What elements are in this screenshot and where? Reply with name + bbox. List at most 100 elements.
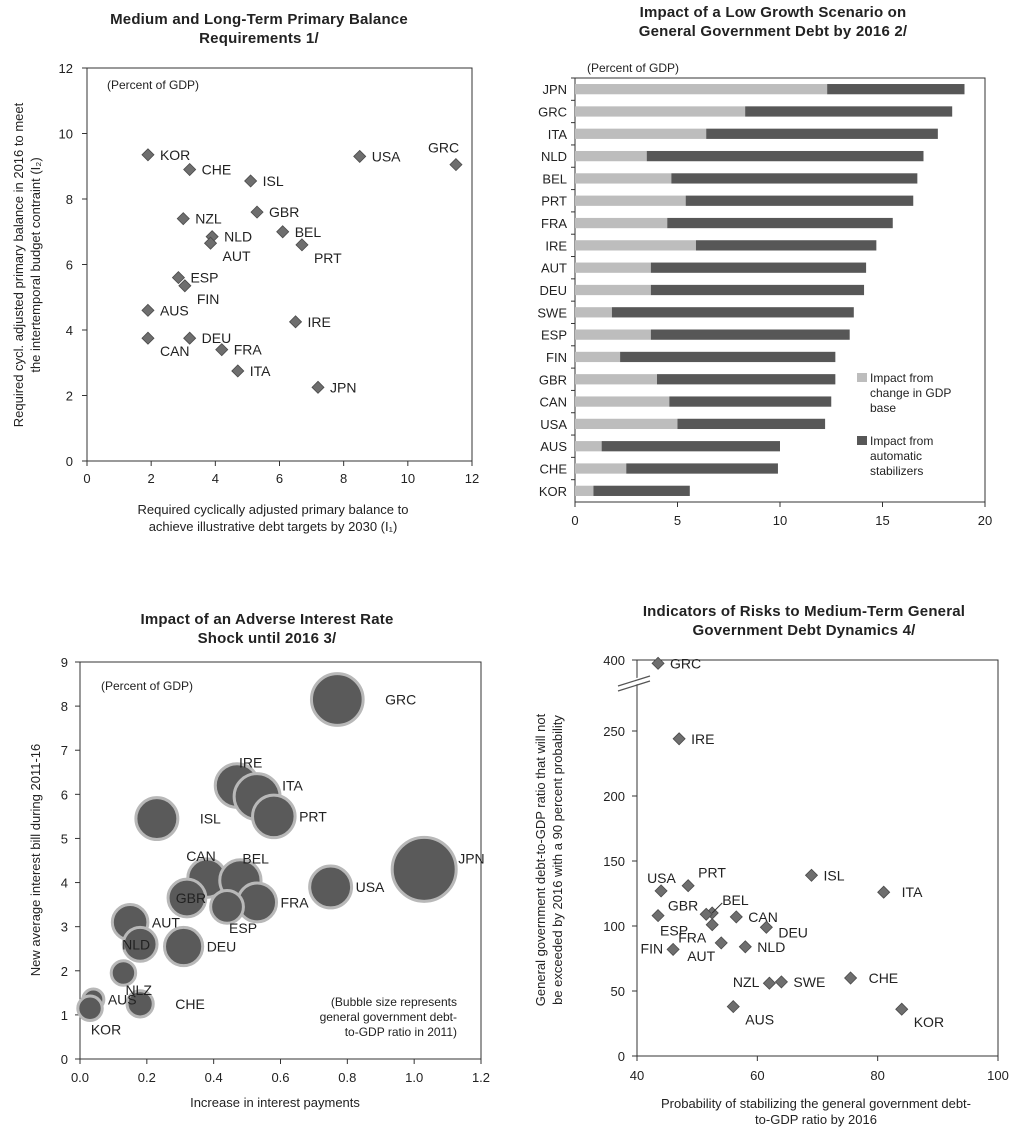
point-label-aut: AUT [223,248,251,264]
y-tick-label: 6 [66,258,73,273]
y-tick-label: 8 [66,192,73,207]
bar-stabilizers-gbr [657,374,836,385]
point-label-fra: FRA [234,342,263,358]
chart1-title-line1: Medium and Long-Term Primary Balance [110,11,408,28]
point-isl [244,174,258,188]
chart1-y-label-line1: Required cycl. adjusted primary balance … [11,102,26,427]
bubble-label-fra: FRA [281,894,310,910]
chart1-x-label-line2: achieve illustrative debt targets by 203… [149,519,398,534]
point-label-can: CAN [160,343,190,359]
chart1-plot-area [86,67,473,462]
legend-swatch-stabilizers [857,436,867,445]
point-aus [141,303,155,317]
x-tick-label: 0.2 [138,1070,156,1085]
point-label-bel: BEL [295,224,322,240]
point-label-bel: BEL [722,892,749,908]
chart3-bubble-note-line2: general government debt- [320,1010,457,1024]
x-tick-label: 10 [773,513,787,528]
bar-gdp-base-kor [575,485,594,496]
x-tick-label: 2 [148,471,155,486]
y-tick-label: 0 [618,1049,625,1064]
category-label-jpn: JPN [542,82,567,97]
point-label-kor: KOR [914,1014,944,1030]
chart1-x-axis: 0 2 4 6 8 10 12 [83,461,479,486]
category-label-kor: KOR [539,484,567,499]
bar-stabilizers-kor [593,485,690,496]
point-label-ire: IRE [308,314,331,330]
bar-stabilizers-prt [685,195,914,206]
point-nzl [176,212,190,226]
category-label-deu: DEU [540,283,567,298]
category-label-che: CHE [540,462,568,477]
point-label-grc: GRC [428,140,459,156]
y-tick-label: 5 [61,831,68,846]
point-label-fra: FRA [678,930,707,946]
y-tick-label: 9 [61,655,68,670]
bar-stabilizers-esp [650,329,850,340]
bar-gdp-base-fra [575,217,668,229]
x-tick-label: 100 [987,1068,1009,1083]
category-label-can: CAN [540,395,567,410]
point-label-deu: DEU [778,924,808,940]
bubble-label-isl: ISL [200,811,221,827]
category-label-fin: FIN [546,350,567,365]
bar-stabilizers-che [626,463,778,474]
x-tick-label: 0.8 [338,1070,356,1085]
bubble-label-nlz: NLZ [125,982,152,998]
point-label-nzl: NZL [195,211,222,227]
bubble-gbr [166,877,208,919]
category-label-swe: SWE [537,305,567,320]
point-fra [215,343,229,357]
x-tick-label: 1.0 [405,1070,423,1085]
category-label-fra: FRA [541,216,567,231]
bar-gdp-base-jpn [575,84,828,95]
chart-primary-balance: Medium and Long-Term Primary Balance Req… [11,11,479,534]
bubble-label-bel: BEL [242,851,269,867]
bar-gdp-base-usa [575,418,678,430]
chart3-bubble-note-line3: to-GDP ratio in 2011) [345,1025,457,1039]
bar-gdp-base-fin [575,351,621,363]
chart1-points: KOR CHE ISL USA GRC NZL GBR NLD AUT BEL PRT ESP FIN A… [141,140,463,395]
x-tick-label: 10 [401,471,415,486]
chart1-x-label-line1: Required cyclically adjusted primary bal… [138,502,409,517]
bar-gdp-base-che [575,463,627,474]
bar-gdp-base-ire [575,240,696,251]
y-tick-label: 0 [61,1052,68,1067]
point-isl [804,868,819,882]
chart1-note: (Percent of GDP) [107,78,199,92]
y-tick-label: 10 [59,127,73,142]
category-label-aus: AUS [540,439,567,454]
point-label-fin: FIN [641,940,664,956]
point-label-che: CHE [869,970,899,986]
chart-interest-shock: Impact of an Adverse Interest Rate Shock… [28,611,490,1110]
chart2-note: (Percent of GDP) [587,61,679,75]
point-label-prt: PRT [698,865,726,881]
point-kor [895,1002,909,1016]
point-aus [726,1000,740,1014]
bar-stabilizers-can [669,396,832,407]
bar-stabilizers-nld [646,150,924,162]
point-label-isl: ISL [823,867,844,883]
bar-stabilizers-deu [650,284,865,296]
y-tick-label: 400 [603,653,625,668]
bubble-label-esp: ESP [229,920,257,936]
x-tick-label: 15 [875,513,889,528]
chart3-x-label: Increase in interest payments [190,1095,360,1110]
bubble-label-ire: IRE [239,755,262,771]
x-tick-label: 40 [630,1068,644,1083]
chart2-legend: Impact from change in GDP base Impact fr… [857,371,951,478]
x-tick-label: 4 [212,471,219,486]
point-label-can: CAN [748,909,778,925]
point-label-fin: FIN [197,291,220,307]
chart4-y-axis: 0 50 100 150 200 250 400 [603,653,637,1064]
point-label-nzl: NZL [733,974,760,990]
point-label-nld: NLD [224,229,252,245]
legend-gdp-base-line2: change in GDP [870,386,951,400]
point-prt [681,879,695,893]
chart2-title-line1: Impact of a Low Growth Scenario on [640,4,907,21]
chart3-note: (Percent of GDP) [101,679,193,693]
point-fin [178,279,192,293]
bar-stabilizers-fra [667,217,893,229]
chart1-y-label-line2: the intertemporal budget contraint (I₂) [28,157,43,372]
